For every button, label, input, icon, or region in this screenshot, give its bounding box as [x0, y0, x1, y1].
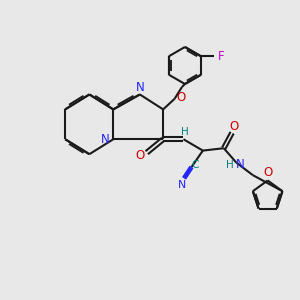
- Text: O: O: [263, 167, 272, 179]
- Text: C: C: [192, 160, 199, 170]
- Text: O: O: [136, 148, 145, 162]
- Text: H: H: [226, 160, 234, 170]
- Text: N: N: [136, 81, 144, 94]
- Text: H: H: [181, 127, 189, 137]
- Text: O: O: [176, 91, 186, 104]
- Text: N: N: [236, 158, 244, 171]
- Text: N: N: [178, 180, 186, 190]
- Text: O: O: [229, 120, 238, 133]
- Text: N: N: [100, 133, 109, 146]
- Text: F: F: [218, 50, 224, 63]
